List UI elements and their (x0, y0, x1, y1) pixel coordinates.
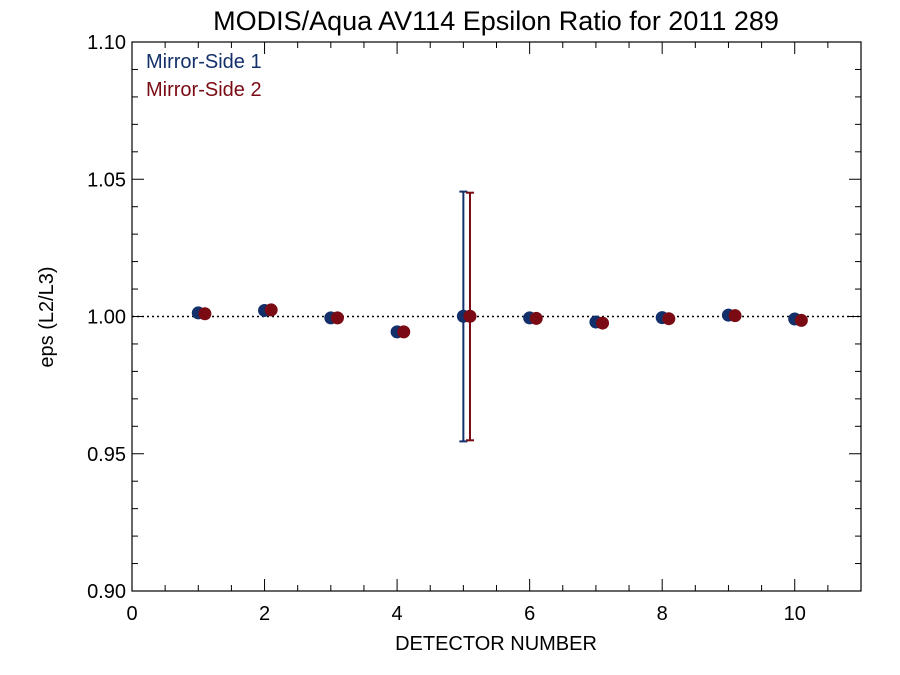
x-tick-label: 8 (657, 603, 668, 625)
y-tick-label: 0.95 (87, 444, 126, 466)
plot-frame (131, 41, 862, 592)
axis-ticks: 0 2 4 6 8 10 0.90 0.95 1.00 1.05 1.10 (87, 32, 862, 625)
y-tick-label: 1.10 (87, 32, 126, 54)
data-point-series-2 (463, 309, 477, 323)
legend-entry-mirror-side-2: Mirror-Side 2 (146, 79, 262, 101)
data-point-series-2 (596, 316, 610, 330)
data-point-series-2 (198, 307, 212, 321)
data-point-series-2 (794, 313, 808, 327)
data-point-series-2 (330, 311, 344, 325)
x-tick-label: 2 (259, 603, 270, 625)
x-tick-label: 10 (784, 603, 806, 625)
plot-border (131, 41, 862, 592)
data-point-series-2 (397, 325, 411, 339)
data-point-series-2 (264, 303, 278, 317)
y-axis-label: eps (L2/L3) (36, 266, 58, 367)
data-point-series-2 (728, 309, 742, 323)
data-points (191, 303, 808, 339)
data-point-series-2 (662, 312, 676, 326)
data-point-series-2 (529, 311, 543, 325)
legend-entry-mirror-side-1: Mirror-Side 1 (146, 51, 262, 73)
x-axis-label: DETECTOR NUMBER (395, 633, 597, 655)
y-tick-label: 0.90 (87, 581, 126, 603)
x-tick-label: 4 (392, 603, 403, 625)
x-tick-label: 6 (524, 603, 535, 625)
y-tick-label: 1.00 (87, 307, 126, 329)
x-tick-label: 0 (126, 603, 137, 625)
chart-title: MODIS/Aqua AV114 Epsilon Ratio for 2011 … (213, 6, 779, 36)
y-tick-label: 1.05 (87, 169, 126, 191)
